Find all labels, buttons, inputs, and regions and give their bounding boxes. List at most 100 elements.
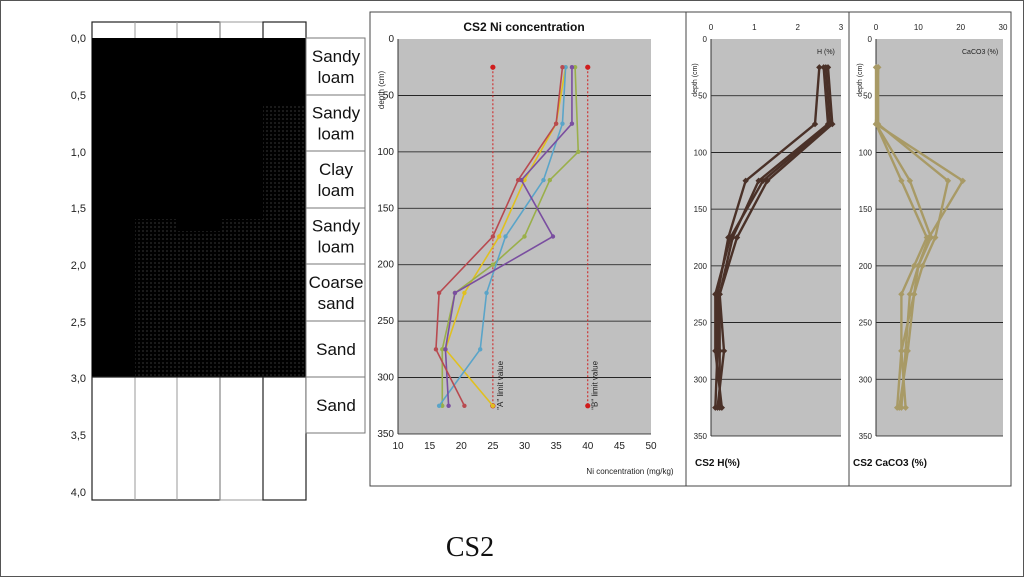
data-point [742,177,749,184]
x-tick-label: 0 [874,23,879,32]
y-tick-label: 150 [377,203,394,214]
data-point [718,404,726,411]
data-point [436,403,442,408]
layer-label: Sand [316,396,356,415]
slide-caption: CS2 [445,532,495,563]
data-point [560,121,565,126]
data-point [484,290,489,296]
limit-point [585,403,591,409]
y-tick-label: 300 [377,373,394,384]
depth-tick-label: 4,0 [71,487,86,499]
ni-chart-title: CS2 Ni concentration [463,20,584,34]
x-tick-label: 0 [709,23,714,32]
depth-tick-label: 3,0 [71,373,86,385]
x-tick-label: 20 [956,23,965,32]
y-tick-label: 300 [694,375,708,384]
caco3-legend-label: CaCO3 (%) [962,49,998,56]
data-point [872,120,880,128]
data-point [898,177,905,184]
layer-label: loam [318,68,355,87]
limit-label: "B" limit value [591,360,600,409]
caco3-plot-area [876,39,1003,436]
h-legend-label: H (%) [817,49,835,56]
soil-layer [263,275,306,377]
layer-label: Coarse [309,273,364,292]
data-point [515,177,521,183]
data-point [440,347,445,352]
y-tick-label: 100 [377,147,394,158]
layer-label-cell [305,263,366,322]
data-point [541,177,546,183]
data-point [462,290,467,296]
data-point [497,234,502,239]
soil-layer [135,38,177,95]
soil-layer [177,118,220,208]
y-tick-label: 250 [859,319,873,328]
y-tick-label: 200 [859,262,873,271]
ni-y-axis-label: depth (cm) [377,71,386,110]
y-tick-label: 100 [859,148,873,157]
data-point [932,234,939,241]
data-point [915,262,922,270]
layer-label: sand [318,294,355,313]
depth-tick-label: 0,5 [71,90,86,102]
x-tick-label: 50 [645,441,657,452]
y-tick-label: 0 [388,34,394,45]
y-tick-label: 200 [377,260,394,271]
data-point [519,177,524,183]
data-point [716,291,723,298]
depth-tick-label: 2,0 [71,260,86,272]
layer-label: Sandy [312,217,361,236]
data-point [944,177,952,184]
data-point [811,120,819,128]
data-point [716,347,723,355]
soil-layer [135,219,177,355]
data-point [898,347,905,355]
layer-label: Sand [316,340,356,359]
layer-label-cell [305,320,366,378]
soil-profile: 0,0 0,5 1,0 1,5 2,0 2,5 3,0 3,5 4,0 [71,21,366,501]
x-tick-label: 45 [614,441,626,452]
y-tick-label: 250 [377,316,394,327]
ni-x-axis-label: Ni concentration (mg/kg) [586,467,673,476]
data-point [826,120,834,128]
data-point [490,403,496,408]
y-tick-label: 50 [863,92,872,101]
data-point [563,65,568,70]
data-point [576,149,581,155]
depth-tick-label: 1,5 [71,203,86,215]
y-tick-label: 200 [694,262,708,271]
x-tick-label: 25 [487,441,499,452]
x-tick-label: 35 [551,441,563,452]
data-point [712,347,719,355]
data-point [714,404,721,411]
y-tick-label: 100 [694,148,708,157]
soil-layer [177,344,220,377]
layer-label: loam [318,238,355,257]
x-tick-label: 15 [424,441,436,452]
soil-layer [263,106,306,213]
h-chart: CS2 H(%) H (%) depth (cm) 0 1 2 3 0 50 100 150… [685,11,850,487]
soil-layer [263,213,306,275]
soil-layer [92,95,135,208]
data-point [446,403,451,408]
y-tick-label: 0 [703,35,708,44]
series-line [441,67,580,406]
layer-label: Sandy [312,47,361,66]
layer-label: Clay [319,160,354,179]
data-point [910,291,918,298]
data-point [443,347,448,352]
data-point [902,404,909,411]
data-point [720,347,728,355]
y-tick-label: 350 [694,432,708,441]
layer-label-column: Sandy loam Sandy loam Clay loam Sandy loam Coars… [305,37,366,434]
data-point [569,121,575,126]
data-point [433,347,439,352]
data-point [522,177,527,183]
series-line [874,67,929,408]
layer-label: loam [318,125,355,144]
soil-layer [135,95,177,219]
limit-point [585,64,591,70]
data-point [822,64,830,71]
